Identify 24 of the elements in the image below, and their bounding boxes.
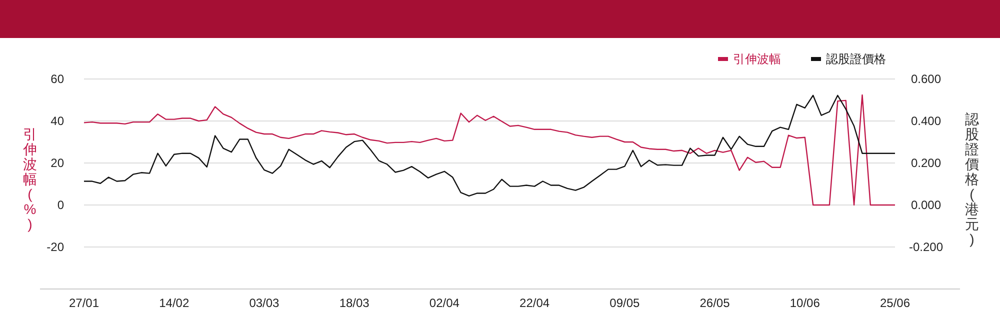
x-tick-label: 18/03 [339,296,370,310]
y-tick-label: 40 [50,114,64,128]
x-tick-label: 25/06 [880,296,910,310]
x-tick-label: 02/04 [429,296,460,310]
legend-label: 認股證價格 [826,52,886,66]
y-tick-label: -20 [46,240,64,254]
legend-label: 引伸波幅 [733,52,781,66]
x-tick-label: 22/04 [520,296,550,310]
x-tick-label: 26/05 [700,296,730,310]
text: 認股證價格(港元) [965,111,979,247]
y2-tick-label: 0.600 [910,72,942,86]
y-tick-label: 0 [57,198,64,212]
y2-tick-label: -0.200 [908,240,944,254]
x-tick-label: 10/06 [790,296,820,310]
x-tick-label: 27/01 [68,296,100,310]
x-tick-label: 03/03 [249,296,280,310]
y-axis-title: 引伸波幅(%) [22,126,37,232]
y2-tick-label: 0.400 [910,114,942,128]
y2-tick-label: 0.000 [910,198,942,212]
y-tick-label: 20 [50,156,64,170]
x-tick-label: 09/05 [610,296,640,310]
y2-tick-label: 0.200 [910,156,942,170]
x-tick-label: 14/02 [159,296,190,310]
y-tick-label: 60 [50,72,64,86]
